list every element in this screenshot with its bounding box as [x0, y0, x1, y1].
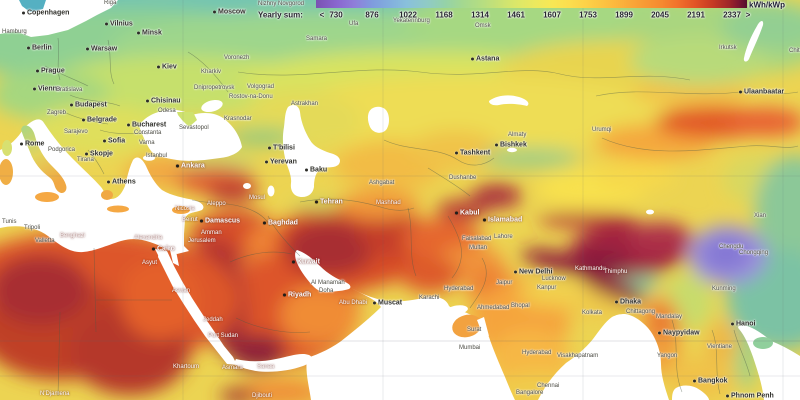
lake-issyk-kul: [507, 147, 517, 153]
sea-of-marmara: [143, 155, 155, 161]
cyprus: [172, 206, 190, 214]
gulf-of-suez: [155, 249, 167, 263]
country-borders: [44, 37, 799, 397]
red-sea: [158, 250, 237, 365]
lake-urmia: [267, 185, 275, 197]
lake-van: [243, 183, 251, 189]
bay-of-bengal: [538, 314, 669, 400]
aral-sea: [367, 106, 389, 133]
land-overlays: [0, 0, 773, 349]
peloponnese: [101, 190, 113, 200]
gulf-of-kutch: [446, 305, 468, 315]
qinghai-lake: [646, 209, 654, 215]
caspian-sea: [282, 104, 340, 197]
mediterranean-sea: [0, 119, 204, 254]
persian-gulf: [295, 250, 351, 293]
black-sea: [139, 109, 242, 161]
sea-of-azov: [201, 99, 223, 113]
crimea: [177, 112, 197, 127]
lake-balkhash: [489, 95, 529, 106]
sardinia: [0, 159, 13, 185]
gulf-of-khambhat: [477, 317, 489, 336]
gulf-of-thailand: [672, 385, 709, 400]
hainan: [753, 337, 773, 349]
kathiawar-peninsula: [452, 314, 482, 338]
sicily: [35, 192, 59, 202]
sweden-patch: [19, 0, 46, 12]
italy: [21, 125, 67, 194]
gulf-of-aden: [234, 353, 312, 372]
lake-baikal: [743, 20, 764, 62]
gulf-of-aqaba: [170, 250, 179, 266]
crete: [107, 205, 129, 213]
corsica: [2, 140, 12, 156]
